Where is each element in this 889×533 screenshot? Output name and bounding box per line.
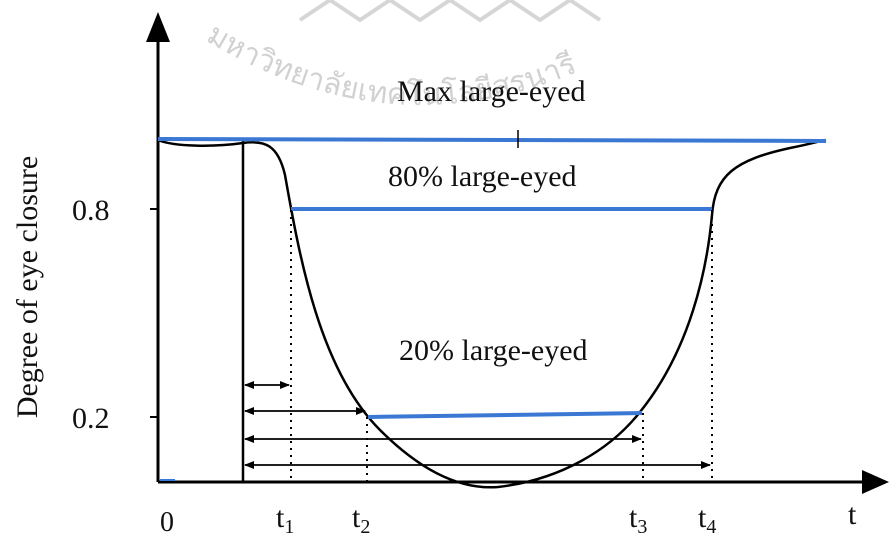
x-axis-arrowhead — [862, 470, 889, 494]
max-level-label: Max large-eyed — [397, 75, 586, 108]
origin-label: 0 — [160, 507, 174, 533]
level-80-label: 80% large-eyed — [388, 160, 577, 193]
time-projections — [290, 210, 713, 482]
level-20-line — [367, 411, 643, 419]
eye-closure-curve — [157, 138, 827, 489]
interval-arrows — [244, 381, 711, 469]
t3-label: t3 — [629, 501, 647, 533]
t4-label: t4 — [698, 501, 716, 533]
y-tick-label-0.8: 0.8 — [72, 194, 110, 227]
t2-label: t2 — [352, 501, 370, 533]
max-level-line — [157, 137, 827, 143]
y-tick-label-0.2: 0.2 — [72, 402, 110, 435]
y-axis-title: Degree of eye closure — [11, 156, 44, 418]
axes — [146, 12, 889, 494]
x-axis-title: t — [848, 498, 857, 531]
y-axis-arrowhead — [146, 12, 170, 42]
t1-label: t1 — [276, 501, 294, 533]
level-20-label: 20% large-eyed — [399, 334, 588, 367]
